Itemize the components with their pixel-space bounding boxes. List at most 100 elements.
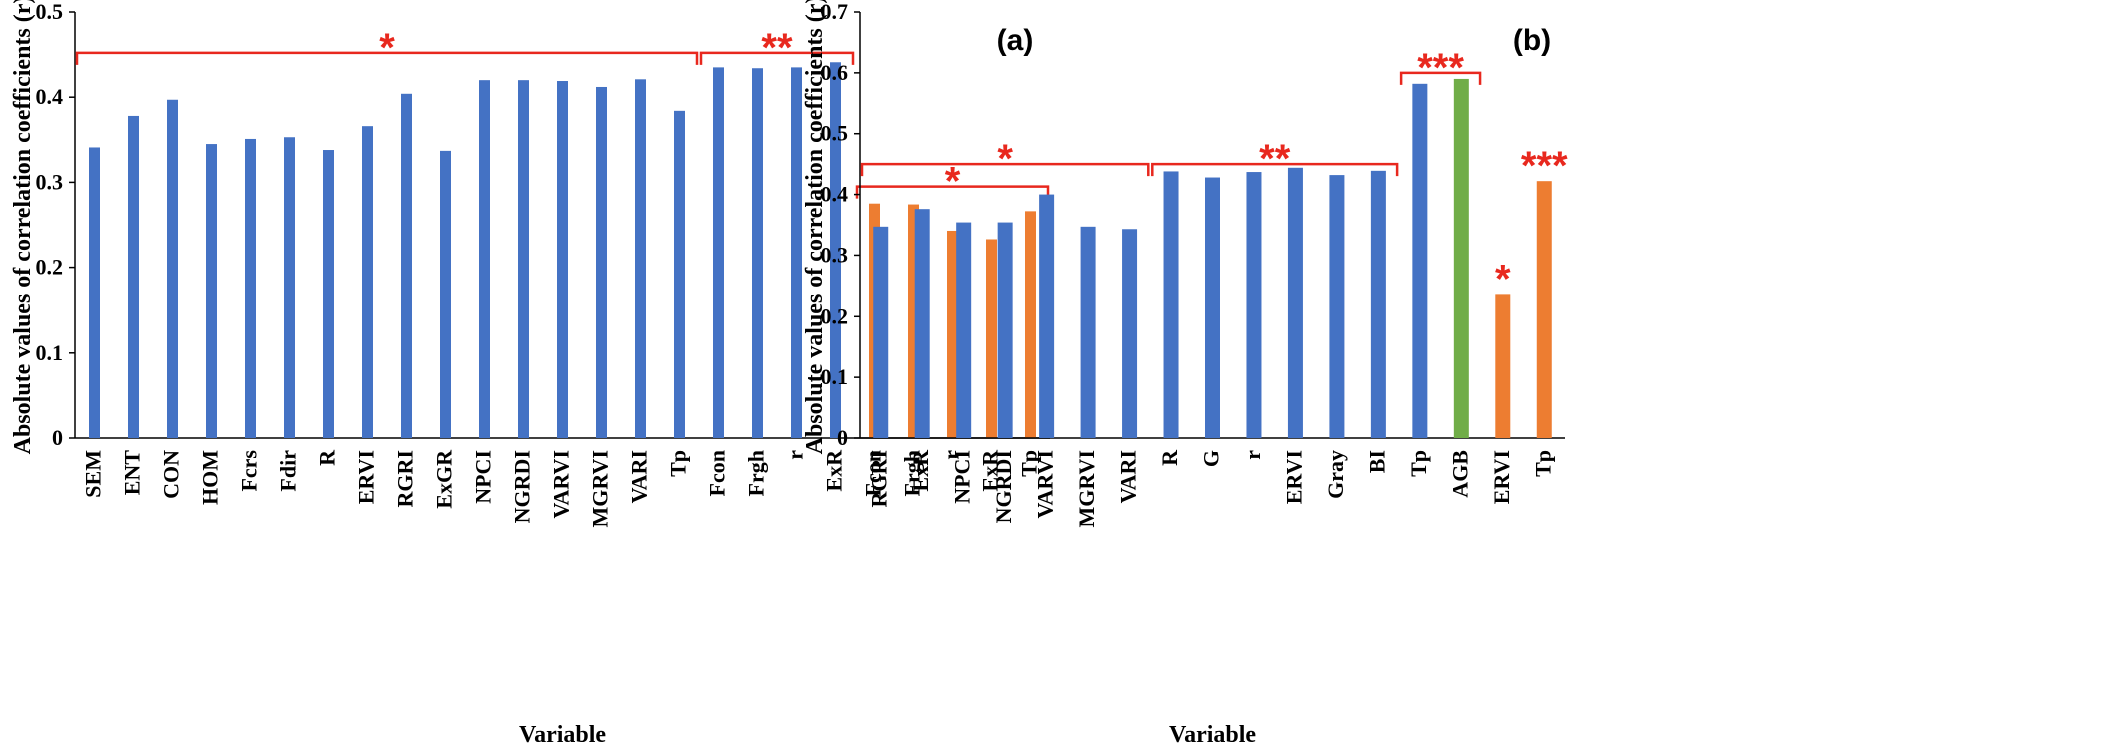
significance-bracket — [699, 51, 855, 65]
x-tick-label: RGRI — [867, 450, 892, 507]
bar — [1080, 226, 1096, 438]
y-tick-label: 0.5 — [36, 0, 64, 24]
x-tick-label: ERVI — [1281, 450, 1306, 504]
bar — [1329, 175, 1345, 438]
bar — [914, 209, 930, 438]
bar — [128, 115, 139, 438]
bar — [635, 79, 646, 439]
bar — [674, 110, 685, 438]
x-tick-label: BI — [1364, 450, 1389, 473]
y-tick-label: 0.2 — [821, 303, 849, 328]
x-tick-label: Tp — [1406, 450, 1431, 477]
x-tick-label: ExR — [822, 449, 847, 492]
x-tick-label: MGRVI — [1074, 450, 1099, 527]
significance-stars: ** — [1259, 137, 1291, 181]
significance-stars: ** — [761, 26, 793, 70]
y-tick-label: 0.4 — [36, 84, 64, 109]
x-tick-label: VARVI — [549, 450, 574, 519]
x-tick-label: Tp — [1530, 450, 1555, 477]
y-tick-label: 0.7 — [821, 0, 849, 24]
bar — [284, 137, 295, 438]
x-tick-label: CON — [159, 450, 184, 499]
bar — [1246, 172, 1262, 438]
x-tick-label: ERVI — [354, 450, 379, 504]
significance-bracket — [1399, 71, 1482, 85]
x-tick-label: VARVI — [1033, 450, 1058, 519]
x-tick-label: ERVI — [1489, 450, 1514, 504]
bar — [1205, 177, 1220, 438]
bar — [986, 239, 997, 438]
bar — [713, 67, 724, 438]
bar — [1370, 170, 1386, 438]
x-tick-label: Fdir — [276, 450, 301, 492]
bar — [956, 222, 972, 438]
bar — [1536, 181, 1552, 438]
bar — [1163, 171, 1179, 438]
x-tick-label: NPCI — [950, 450, 975, 504]
y-tick-label: 0.1 — [821, 364, 849, 389]
bar — [323, 150, 334, 439]
x-tick-label: NGRDI — [510, 450, 535, 523]
y-axis-title: Absolute values of correlation coefficie… — [10, 0, 36, 454]
x-tick-label: ExGR — [432, 449, 457, 509]
bar — [440, 150, 451, 438]
significance-bracket — [1151, 162, 1399, 177]
x-tick-label: r — [939, 450, 964, 460]
x-tick-label: r — [783, 450, 808, 460]
y-tick-label: 0 — [837, 425, 848, 450]
bar — [908, 204, 919, 438]
bar — [997, 222, 1013, 438]
x-tick-label: MGRVI — [588, 450, 613, 527]
significance-stars: * — [997, 137, 1013, 181]
x-tick-label: ExR — [978, 449, 1003, 492]
x-axis-title: Variable — [1169, 722, 1256, 748]
bar — [401, 93, 412, 439]
y-tick-label: 0.3 — [821, 242, 849, 267]
x-tick-label: Fcon — [705, 450, 730, 496]
y-tick-label: 0.2 — [36, 255, 64, 280]
x-tick-label: Gray — [1323, 450, 1348, 499]
bar — [873, 226, 889, 438]
bar — [167, 99, 178, 439]
bar — [1495, 294, 1511, 438]
significance-bracket — [855, 185, 1050, 199]
bar — [479, 80, 490, 438]
bar — [206, 144, 217, 438]
bar — [518, 80, 529, 438]
bar — [245, 138, 256, 438]
x-tick-label: r — [1240, 450, 1265, 460]
bar — [1287, 167, 1303, 438]
bar — [1122, 229, 1138, 438]
x-tick-label: NPCI — [471, 450, 496, 504]
x-tick-label: AGB — [1447, 450, 1472, 498]
y-tick-label: 0.3 — [36, 169, 64, 194]
significance-stars: *** — [1417, 46, 1464, 90]
significance-bracket — [860, 162, 1150, 177]
x-tick-label: G — [1199, 450, 1224, 467]
y-tick-label: 0.6 — [821, 60, 849, 85]
bar — [791, 67, 802, 438]
x-tick-label: Fcon — [861, 450, 886, 496]
bar — [1039, 194, 1055, 438]
x-tick-label: ExR — [908, 449, 933, 492]
x-tick-label: Frgh — [744, 450, 769, 496]
y-tick-label: 0.1 — [36, 340, 64, 365]
significance-stars: * — [379, 26, 395, 70]
bar — [830, 62, 841, 438]
significance-stars: * — [1495, 257, 1511, 301]
significance-stars: * — [945, 160, 961, 204]
bar — [596, 86, 607, 438]
bar — [362, 126, 373, 438]
panel-label: (b) — [1513, 24, 1551, 57]
x-tick-label: Tp — [666, 450, 691, 477]
x-tick-label: RGRI — [393, 450, 418, 507]
x-tick-label: ENT — [120, 450, 145, 496]
bar — [1453, 78, 1469, 438]
bar — [752, 68, 763, 439]
x-tick-label: R — [1157, 449, 1182, 466]
x-tick-label: NGRDI — [991, 450, 1016, 523]
y-tick-label: 0.5 — [821, 121, 849, 146]
x-tick-label: Fcrs — [237, 450, 262, 492]
